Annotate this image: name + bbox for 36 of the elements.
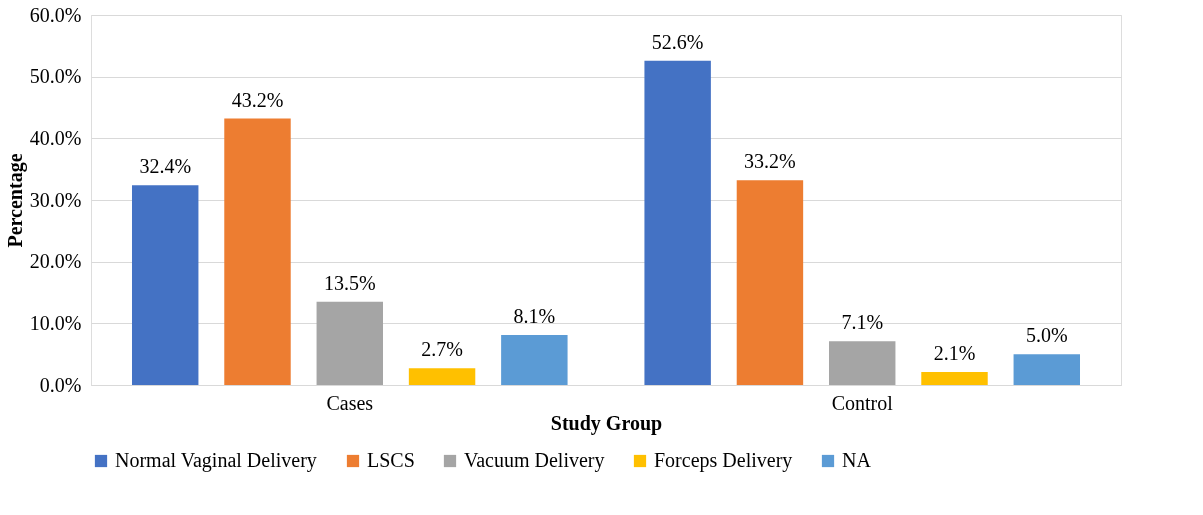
bar <box>921 372 988 385</box>
legend-label: Normal Vaginal Delivery <box>115 449 317 472</box>
y-tick-label: 0.0% <box>39 373 82 396</box>
y-tick-label: 60.0% <box>29 3 82 26</box>
data-label: 13.5% <box>323 271 376 294</box>
y-axis-title: Percentage <box>3 153 27 248</box>
bar <box>1013 354 1080 385</box>
legend-label: NA <box>842 449 872 471</box>
y-tick-label: 30.0% <box>29 188 82 211</box>
bar <box>132 185 199 385</box>
bar <box>224 118 291 385</box>
data-label: 8.1% <box>513 305 556 328</box>
data-label: 33.2% <box>744 150 796 173</box>
bar <box>316 301 383 385</box>
x-axis-title: Study Group <box>550 411 663 435</box>
bar <box>408 368 476 385</box>
y-tick-label: 10.0% <box>29 311 82 334</box>
data-label: 7.1% <box>841 311 884 334</box>
x-tick-label: Cases <box>326 391 374 414</box>
y-tick-label: 50.0% <box>29 65 82 88</box>
legend-label: Forceps Delivery <box>654 449 793 472</box>
bar <box>501 335 568 385</box>
x-tick-label: Control <box>831 391 894 414</box>
bar <box>644 60 711 385</box>
data-label: 32.4% <box>139 155 192 178</box>
legend-label: LSCS <box>367 449 415 471</box>
data-label: 43.2% <box>231 88 284 111</box>
data-label: 52.6% <box>651 30 704 53</box>
y-tick-label: 40.0% <box>29 126 82 149</box>
data-label: 5.0% <box>1025 324 1068 347</box>
legend-label: Vacuum Delivery <box>464 449 605 472</box>
bar <box>829 341 896 385</box>
y-tick-label: 20.0% <box>29 250 82 273</box>
data-label: 2.1% <box>933 342 976 365</box>
data-label: 2.7% <box>421 338 463 361</box>
bar <box>736 180 804 385</box>
